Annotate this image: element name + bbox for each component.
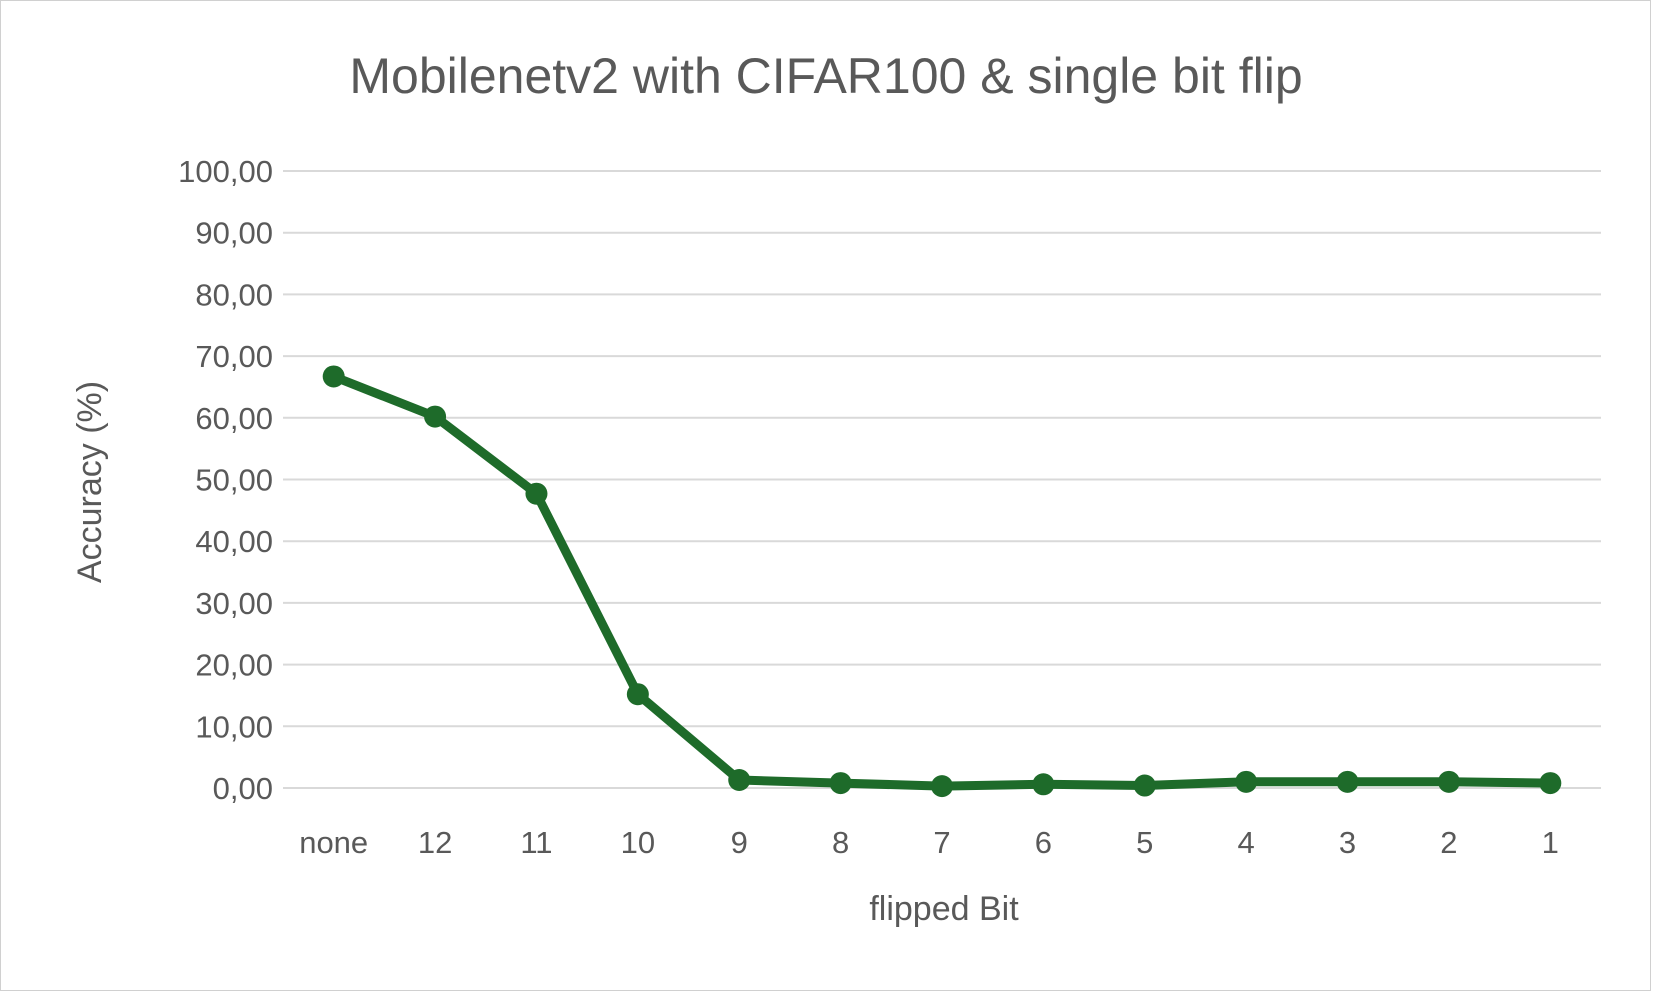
x-axis-tick-labels: none 12 11 10 9 8 7 6 5 4 3 2 1 <box>299 825 1559 860</box>
x-tick-label: 4 <box>1238 825 1255 860</box>
data-point <box>1133 774 1156 797</box>
x-tick-label: 10 <box>621 825 655 860</box>
y-axis-tick-labels: 0,00 10,00 20,00 30,00 40,00 50,00 60,00 70,00 8… <box>178 154 273 806</box>
y-tick-label: 90,00 <box>195 216 273 251</box>
x-tick-label: 1 <box>1542 825 1559 860</box>
x-tick-label: 11 <box>520 825 552 860</box>
y-tick-label: 50,00 <box>195 463 273 498</box>
y-tick-label: 60,00 <box>195 401 273 436</box>
x-tick-label: 6 <box>1035 825 1052 860</box>
series-accuracy <box>322 365 1562 798</box>
x-axis-title: flipped Bit <box>869 890 1019 928</box>
gridlines <box>283 170 1601 789</box>
data-point <box>424 405 447 428</box>
chart-title: Mobilenetv2 with CIFAR100 & single bit f… <box>349 48 1302 104</box>
data-point <box>322 365 345 388</box>
y-tick-label: 30,00 <box>195 586 273 621</box>
series-line <box>329 372 1555 791</box>
x-tick-label: 8 <box>832 825 849 860</box>
y-tick-label: 40,00 <box>195 524 273 559</box>
y-tick-label: 70,00 <box>195 339 273 374</box>
data-point <box>1235 770 1258 793</box>
x-tick-label: 5 <box>1136 825 1153 860</box>
x-tick-label: 7 <box>933 825 950 860</box>
x-tick-label: 9 <box>731 825 748 860</box>
data-point <box>525 482 548 505</box>
data-point <box>626 683 649 706</box>
x-tick-label: none <box>299 825 368 860</box>
y-tick-label: 80,00 <box>195 277 273 312</box>
y-tick-label: 0,00 <box>213 771 273 806</box>
x-tick-label: 12 <box>418 825 452 860</box>
data-point <box>728 768 751 791</box>
data-point <box>1539 772 1562 795</box>
y-tick-label: 10,00 <box>195 709 273 744</box>
y-axis-title: Accuracy (%) <box>71 381 109 583</box>
y-tick-label: 20,00 <box>195 648 273 683</box>
data-point <box>829 772 852 795</box>
x-tick-label: 3 <box>1339 825 1356 860</box>
x-tick-label: 2 <box>1440 825 1457 860</box>
data-point <box>1032 773 1055 796</box>
data-point <box>931 775 953 798</box>
data-point <box>1437 770 1460 793</box>
y-tick-label: 100,00 <box>178 154 273 189</box>
data-point <box>1336 770 1359 793</box>
